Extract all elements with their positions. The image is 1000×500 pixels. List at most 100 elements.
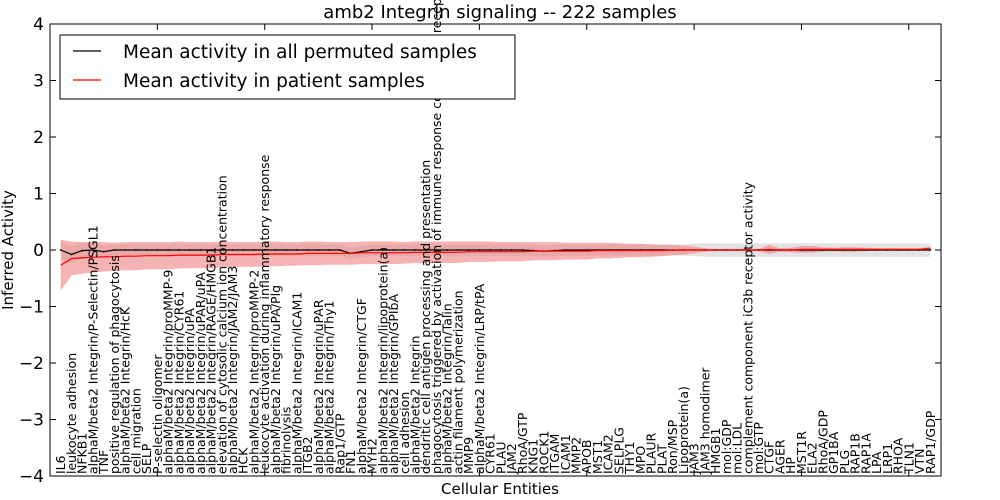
x-tick-label: RAP1/GDP — [923, 410, 938, 474]
data-point-permuted — [306, 249, 309, 251]
x-tick-label: JAM2 — [504, 443, 519, 475]
data-point-permuted — [296, 249, 298, 251]
x-tick-label: Rap1/GTP — [332, 413, 347, 474]
x-tick-label: LRP1 — [880, 443, 895, 474]
data-point-permuted — [317, 249, 320, 251]
x-tick-label: cell adhesion — [397, 392, 412, 474]
x-tick-label: PLAUR — [644, 433, 659, 474]
y-tick-label: −1 — [19, 298, 44, 318]
std-bands — [60, 239, 931, 291]
data-point-permuted — [360, 250, 363, 253]
data-point-permuted — [253, 249, 255, 251]
data-point-permuted — [328, 249, 331, 251]
data-point-permuted — [564, 249, 567, 251]
y-tick-label: 0 — [33, 241, 44, 261]
x-tick-label: PLG — [837, 450, 852, 474]
y-tick-label: −3 — [19, 411, 44, 431]
data-point-permuted — [510, 249, 513, 251]
x-tick-label: RAP1A — [858, 433, 873, 474]
data-point-permuted — [220, 249, 223, 251]
x-tick-label: MYH2 — [365, 438, 380, 474]
x-tick-label: ICAM1 — [558, 434, 573, 474]
data-point-permuted — [285, 249, 288, 251]
x-tick-label: phagocytosis triggered by activation of … — [429, 0, 444, 474]
x-tick-label: alphaM/beta2 Integrin/Talin — [440, 303, 455, 474]
x-tick-label: alphaM/beta2 Integrin/uPAR — [311, 299, 326, 474]
std-band-patient — [60, 239, 931, 291]
x-tick-label: alphaM/beta2 Integrin/proMMP-2 — [247, 270, 262, 474]
x-tick-label: complement component iC3b receptor activ… — [740, 181, 755, 474]
data-point-permuted — [381, 249, 384, 251]
x-tick-label: CYR61 — [483, 433, 498, 474]
data-point-permuted — [231, 249, 234, 251]
x-tick-label: ELA2 — [805, 442, 820, 474]
x-tick-label: SELPLG — [612, 427, 627, 474]
x-tick-label: mol:LDL — [730, 423, 745, 474]
data-point-permuted — [210, 249, 212, 251]
x-tick-label: alphaM/beta2 Integrin/RAGE/HMGB1 — [204, 247, 219, 474]
x-tick-label: HP — [783, 457, 798, 474]
x-tick-label: MPO — [633, 446, 648, 474]
x-tick-label: HCK — [236, 447, 251, 474]
x-tick-label: VTN — [912, 448, 927, 474]
data-point-permuted — [457, 249, 459, 251]
data-point-permuted — [124, 249, 127, 251]
x-tick-label: mol:GTP — [751, 422, 766, 474]
x-tick-label: Ron/MSP — [665, 419, 680, 474]
data-point-permuted — [145, 249, 148, 251]
x-tick-label: ITGAM — [547, 434, 562, 474]
x-tick-label: MMP9 — [461, 437, 476, 474]
data-point-permuted — [414, 249, 416, 251]
x-tick-label: ROCK1 — [536, 431, 551, 474]
data-point-permuted — [199, 249, 202, 251]
y-tick-label: 1 — [33, 185, 44, 205]
x-tick-label: MST1 — [590, 440, 605, 474]
data-point-permuted — [177, 249, 180, 251]
x-tick-label: APOB — [579, 439, 594, 474]
x-tick-label: HMGB1 — [708, 428, 723, 474]
data-point-permuted — [435, 249, 438, 251]
x-tick-label: JAM3 — [687, 443, 702, 475]
x-tick-label: alphaM/beta2 Integrin/uPAR/uPA — [193, 272, 208, 474]
x-tick-label: alphaM/beta2 Integrin/uPA/Plg — [268, 285, 283, 474]
y-axis-label: Inferred Activity — [0, 190, 17, 310]
data-point-permuted — [167, 249, 169, 251]
x-tick-label: MMP2 — [569, 437, 584, 474]
data-point-permuted — [467, 249, 470, 251]
data-point-permuted — [59, 249, 62, 251]
x-tick-label: RhoA/GDP — [815, 410, 830, 474]
data-point-permuted — [392, 249, 395, 251]
y-tick-label: 3 — [33, 72, 44, 92]
x-tick-label: leukocyte activation during inflammatory… — [257, 154, 272, 474]
x-tick-label: alphaM/beta2 Integrin/lipoprotein(a) — [375, 247, 390, 474]
y-tick-label: −2 — [19, 354, 44, 374]
x-tick-label: NFKB1 — [75, 433, 90, 474]
x-tick-label: THY1 — [622, 441, 637, 475]
data-point-permuted — [102, 250, 105, 253]
data-point-permuted — [424, 249, 427, 251]
x-tick-label: leukocyte adhesion — [64, 353, 79, 474]
x-tick-label: ICAM2 — [601, 434, 616, 474]
x-tick-label: alphaM/beta2 Integrin/proMMP-9 — [161, 270, 176, 474]
x-tick-label: CTGF — [762, 441, 777, 474]
x-tick-label: RHOA — [891, 437, 906, 474]
data-point-permuted — [929, 249, 932, 251]
data-point-permuted — [478, 249, 481, 251]
x-tick-label: mol:GDP — [719, 419, 734, 474]
x-tick-label: alphaM/beta2 Integrin/JAM2/JAM3 — [225, 266, 240, 474]
data-point-permuted — [403, 249, 406, 251]
x-tick-label: SELP — [139, 443, 154, 474]
x-tick-label: KNG1 — [526, 439, 541, 474]
x-tick-label: ITGB2 — [300, 436, 315, 474]
chart-title: amb2 Integrin signaling -- 222 samples — [323, 2, 676, 23]
data-point-permuted — [188, 249, 191, 251]
x-tick-label: AGER — [773, 439, 788, 474]
y-tick-label: −4 — [19, 467, 44, 487]
x-tick-label: alphaM/beta2 Integrin/GPIbA — [386, 294, 401, 474]
x-tick-label: RhoA/GTP — [515, 412, 530, 474]
x-tick-label: TLN1 — [901, 442, 916, 475]
data-point-permuted — [499, 249, 502, 251]
legend-label-patient: Mean activity in patient samples — [123, 71, 425, 92]
